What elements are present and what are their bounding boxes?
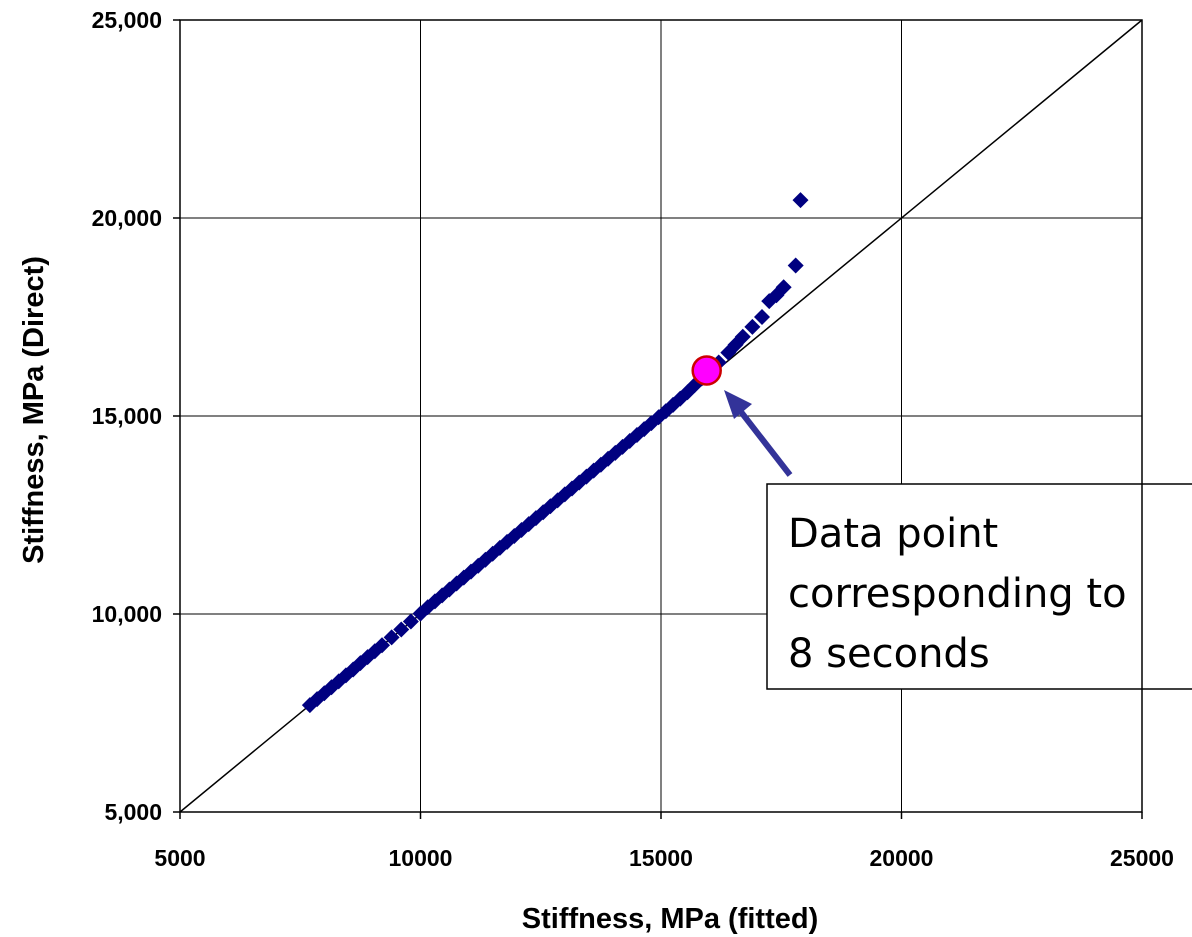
- y-tick-label: 20,000: [92, 205, 162, 231]
- data-points: [301, 192, 809, 714]
- data-point: [787, 257, 804, 274]
- data-point: [775, 279, 792, 296]
- x-tick-label: 15000: [629, 845, 693, 871]
- data-point: [754, 309, 771, 325]
- arrow-shaft: [735, 406, 793, 477]
- y-tick-label: 5,000: [104, 799, 162, 825]
- plot-area-border: [179, 19, 1143, 813]
- annotation-box-frame: [766, 483, 1192, 690]
- annotation-line-2: corresponding to: [788, 571, 1127, 617]
- data-point: [792, 192, 809, 209]
- y-tick-label: 25,000: [92, 7, 162, 33]
- data-point: [535, 504, 552, 521]
- data-point: [374, 637, 391, 654]
- y-tick-label: 10,000: [92, 601, 162, 627]
- x-axis-title: Stiffness, MPa (fitted): [522, 903, 818, 935]
- x-tick-label: 5000: [154, 845, 205, 871]
- annotation-line-3: 8 seconds: [788, 631, 990, 677]
- x-axis-ticks: 5000 10000 15000 20000 25000: [154, 812, 1174, 871]
- y-axis-title: Stiffness, MPa (Direct): [18, 256, 50, 564]
- annotation-line-1: Data point: [788, 511, 998, 557]
- data-point: [744, 318, 761, 335]
- callout-arrow: [724, 390, 793, 477]
- highlighted-data-point: [691, 355, 722, 386]
- annotation-box: Data point corresponding to 8 seconds: [766, 483, 1192, 690]
- data-point: [393, 621, 410, 638]
- arrow-head: [724, 390, 752, 419]
- data-point: [734, 328, 751, 345]
- x-tick-label: 25000: [1110, 845, 1174, 871]
- data-point: [499, 533, 516, 550]
- data-point: [402, 613, 419, 630]
- y-axis-ticks: 5,000 10,000 15,000 20,000 25,000: [92, 7, 180, 825]
- x-tick-label: 20000: [870, 845, 934, 871]
- data-point: [383, 629, 400, 646]
- y-tick-label: 15,000: [92, 403, 162, 429]
- x-tick-label: 10000: [389, 845, 453, 871]
